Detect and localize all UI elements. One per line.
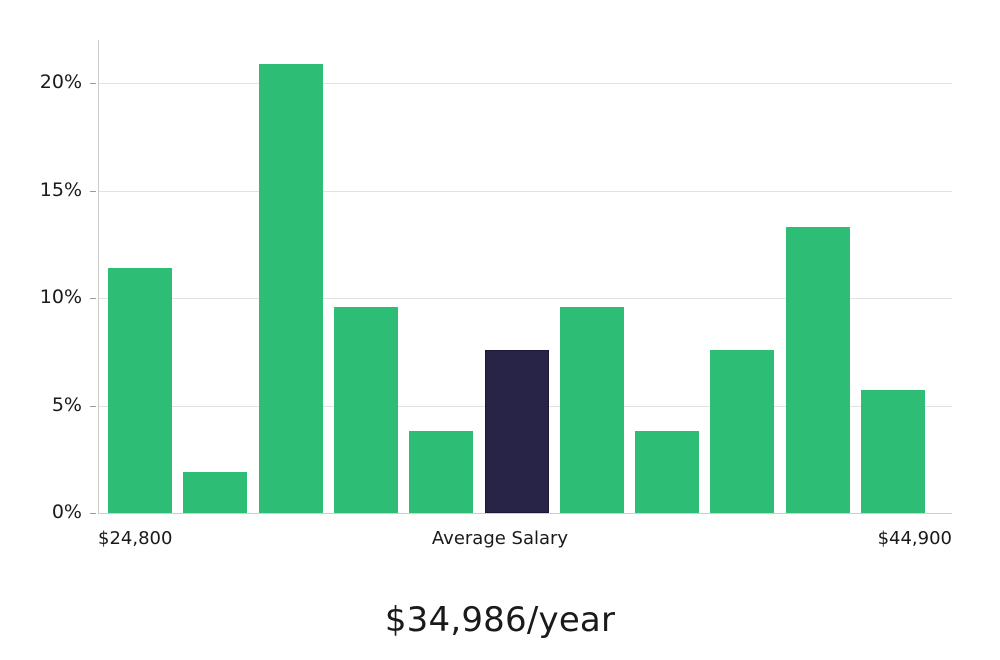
- bar: [108, 267, 172, 513]
- y-axis-label-0: 0%: [51, 501, 82, 523]
- average-salary-caption: $34,986/year: [384, 600, 616, 640]
- y-tick-mark: [90, 190, 96, 192]
- gridline-15pct: [98, 190, 952, 192]
- x-axis-max-label: $44,900: [877, 528, 952, 549]
- bar: [861, 390, 925, 513]
- bar: [785, 227, 850, 513]
- y-axis-label-1: 5%: [51, 393, 82, 416]
- bar: [635, 431, 700, 513]
- y-tick-mark: [90, 83, 96, 84]
- y-axis-label-4: 20%: [39, 71, 82, 93]
- bar-highlighted: [484, 349, 549, 513]
- y-axis-line: [98, 40, 99, 514]
- bar: [409, 431, 474, 513]
- bar: [333, 306, 398, 513]
- y-tick-mark: [90, 405, 96, 407]
- gridline-0pct: [98, 513, 952, 514]
- bar: [258, 63, 323, 513]
- gridline-20pct: [98, 83, 952, 84]
- x-axis-title: Average Salary: [431, 528, 569, 549]
- y-tick-mark: [90, 298, 96, 299]
- bar: [710, 349, 775, 513]
- bar: [183, 472, 248, 513]
- y-axis-label-2: 10%: [39, 286, 82, 308]
- x-axis-min-label: $24,800: [98, 528, 173, 549]
- y-tick-mark: [90, 513, 96, 514]
- y-axis-label-3: 15%: [39, 178, 82, 201]
- bar: [559, 306, 624, 513]
- gridline-10pct: [98, 298, 952, 299]
